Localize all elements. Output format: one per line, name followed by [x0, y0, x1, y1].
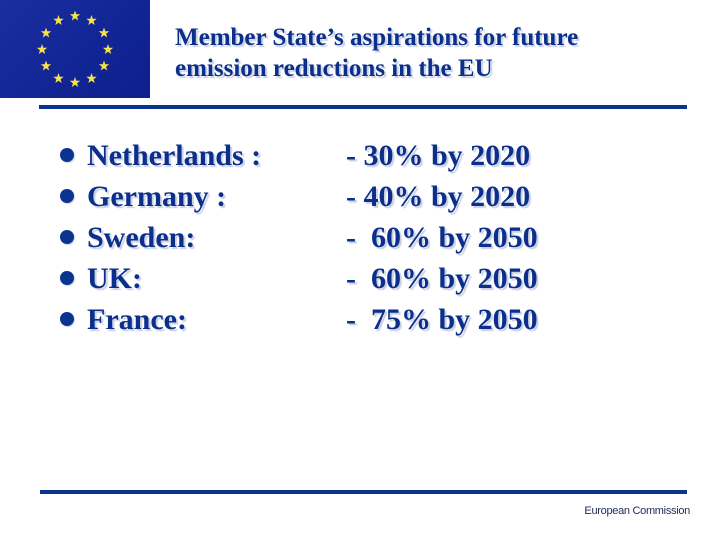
title-line-1: Member State’s aspirations for future: [175, 24, 579, 51]
footer-label: European Commission: [584, 505, 690, 517]
country-label: UK:: [87, 262, 142, 295]
country-label: Germany :: [87, 180, 227, 213]
target-value: - 40% by 2020: [346, 180, 531, 213]
title-line-2: emission reductions in the EU: [175, 55, 493, 82]
list-item: Netherlands : - 30% by 2020: [0, 135, 720, 176]
eu-stars-icon: [36, 10, 114, 87]
target-value: - 60% by 2050: [346, 221, 538, 254]
eu-flag-icon: [0, 0, 150, 98]
bullet-icon: [60, 189, 74, 203]
bullet-icon: [60, 230, 74, 244]
bullet-icon: [60, 312, 74, 326]
target-value: - 60% by 2050: [346, 262, 538, 295]
slide-title: Member State’s aspirations for future em…: [175, 22, 675, 84]
country-label: Sweden:: [87, 221, 196, 254]
target-value: - 30% by 2020: [346, 139, 531, 172]
bullet-icon: [60, 148, 74, 162]
country-label: Netherlands :: [87, 139, 262, 172]
footer-divider: [40, 490, 687, 494]
list-item: UK: - 60% by 2050: [0, 258, 720, 299]
bullet-icon: [60, 271, 74, 285]
list-item: Germany : - 40% by 2020: [0, 176, 720, 217]
list-item: France: - 75% by 2050: [0, 299, 720, 340]
target-value: - 75% by 2050: [346, 303, 538, 336]
list-item: Sweden: - 60% by 2050: [0, 217, 720, 258]
title-divider: [39, 105, 687, 109]
country-label: France:: [87, 303, 187, 336]
